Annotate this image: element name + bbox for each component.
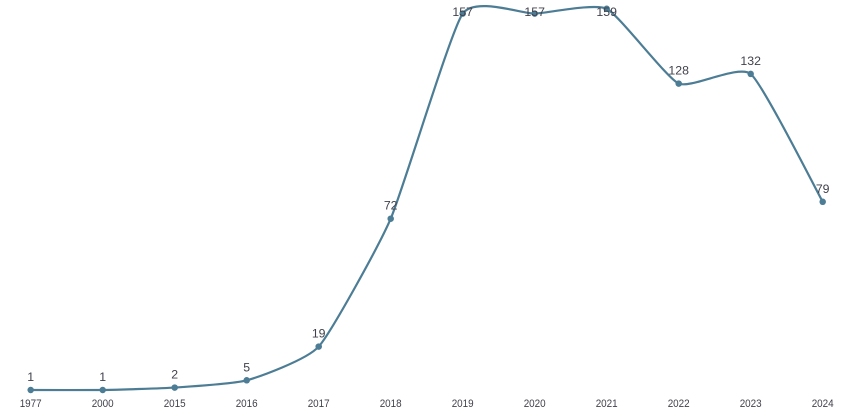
svg-text:79: 79 xyxy=(816,182,830,196)
svg-text:1977: 1977 xyxy=(20,398,42,410)
svg-text:2016: 2016 xyxy=(236,398,258,410)
svg-text:2000: 2000 xyxy=(92,398,114,410)
svg-text:19: 19 xyxy=(312,327,326,341)
svg-text:2023: 2023 xyxy=(740,398,762,410)
svg-text:2020: 2020 xyxy=(524,398,546,410)
svg-text:2022: 2022 xyxy=(668,398,690,410)
svg-text:157: 157 xyxy=(524,5,545,19)
svg-text:2017: 2017 xyxy=(308,398,330,410)
svg-text:159: 159 xyxy=(596,5,617,19)
svg-text:2019: 2019 xyxy=(452,398,474,410)
svg-text:2015: 2015 xyxy=(164,398,186,410)
svg-text:2024: 2024 xyxy=(812,398,834,410)
svg-text:72: 72 xyxy=(384,199,398,213)
svg-text:157: 157 xyxy=(452,5,473,19)
svg-text:1: 1 xyxy=(27,370,34,384)
svg-text:2: 2 xyxy=(171,368,178,382)
svg-text:5: 5 xyxy=(243,360,250,374)
svg-text:2018: 2018 xyxy=(380,398,402,410)
svg-text:1: 1 xyxy=(99,370,106,384)
svg-text:128: 128 xyxy=(668,64,689,78)
svg-text:2021: 2021 xyxy=(596,398,618,410)
svg-text:132: 132 xyxy=(740,54,761,68)
